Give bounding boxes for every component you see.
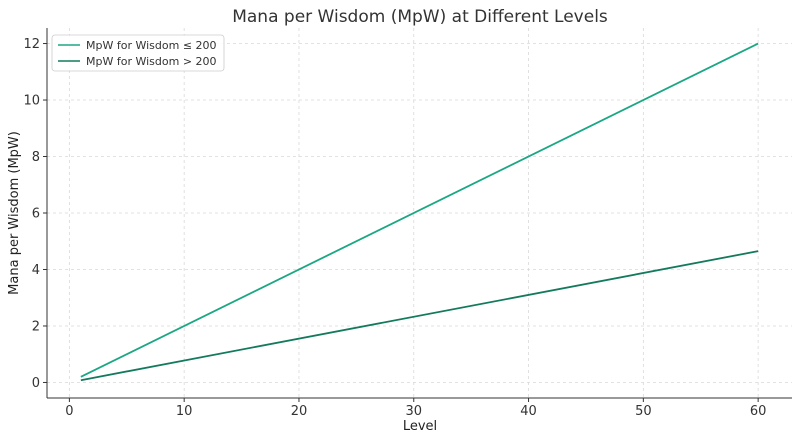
y-tick-label: 2 <box>32 319 40 334</box>
x-tick-label: 0 <box>65 404 73 419</box>
legend: MpW for Wisdom ≤ 200 MpW for Wisdom > 20… <box>51 34 225 72</box>
chart-title: Mana per Wisdom (MpW) at Different Level… <box>232 7 608 27</box>
y-tick-label: 0 <box>32 376 40 391</box>
series-line-wisdom-gt-200 <box>80 250 759 382</box>
x-tick-label: 40 <box>520 404 537 419</box>
grid <box>47 28 792 398</box>
x-tick-label: 30 <box>405 404 422 419</box>
x-tick-label: 10 <box>176 404 193 419</box>
y-axis-label: Mana per Wisdom (MpW) <box>7 131 22 295</box>
series-lines <box>80 42 759 382</box>
y-tick-label: 8 <box>32 150 40 165</box>
series-line-wisdom-le-200 <box>80 42 759 378</box>
legend-label-wisdom-gt-200: MpW for Wisdom > 200 <box>86 55 217 68</box>
y-tick-label: 6 <box>32 207 40 222</box>
y-tick-label: 12 <box>23 37 40 52</box>
x-tick-label: 20 <box>291 404 308 419</box>
legend-label-wisdom-le-200: MpW for Wisdom ≤ 200 <box>86 39 217 52</box>
x-tick-label: 50 <box>635 404 652 419</box>
axes <box>43 28 792 402</box>
tick-labels: 0 10 20 30 40 50 60 0 2 4 6 8 10 12 <box>23 37 766 419</box>
legend-box <box>51 34 225 72</box>
x-axis-label: Level <box>403 419 437 434</box>
x-tick-label: 60 <box>750 404 767 419</box>
y-tick-label: 10 <box>23 94 40 109</box>
y-tick-label: 4 <box>32 263 40 278</box>
